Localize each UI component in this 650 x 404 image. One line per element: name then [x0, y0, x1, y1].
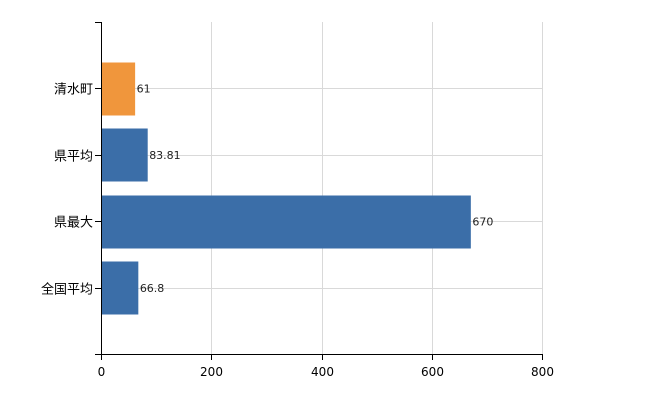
data-label: 83.81: [149, 149, 181, 162]
data-label: 66.8: [140, 282, 165, 295]
y-category-label: 全国平均: [41, 282, 93, 298]
x-tick-label: 800: [531, 365, 554, 379]
y-category-label: 県最大: [54, 216, 93, 231]
y-category-label: 県平均: [54, 150, 93, 165]
bar: [101, 62, 136, 116]
x-tick-label: 0: [98, 365, 106, 379]
data-label: 61: [137, 82, 151, 95]
bar: [101, 128, 148, 182]
x-tick-label: 200: [200, 365, 223, 379]
bar: [101, 261, 139, 315]
x-tick-label: 400: [311, 365, 334, 379]
data-label: 670: [472, 215, 493, 228]
x-tick-label: 600: [421, 365, 444, 379]
bar: [101, 195, 471, 249]
y-category-label: 清水町: [54, 83, 93, 98]
